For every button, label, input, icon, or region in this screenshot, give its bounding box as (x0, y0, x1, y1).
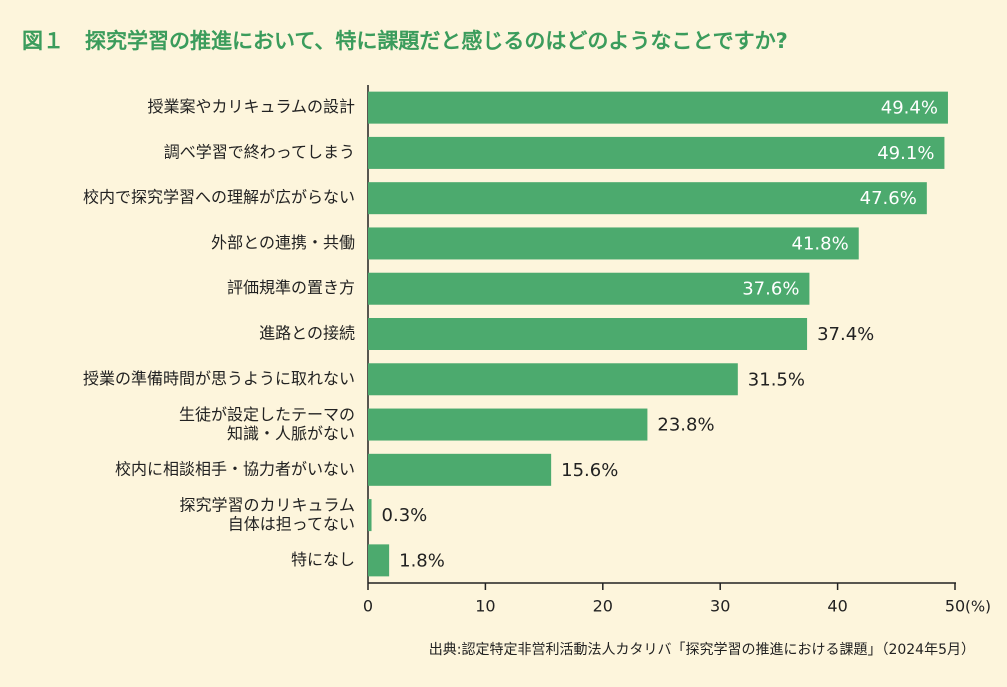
bar (368, 544, 390, 577)
chart-title: 図１ 探究学習の推進において、特に課題だと感じるのはどのようなことですか? (22, 29, 788, 53)
x-tick-label: 40 (827, 597, 847, 616)
y-tick-label: 授業案やカリキュラムの設計 (147, 97, 355, 116)
bar (368, 453, 552, 486)
bar (368, 272, 810, 305)
x-tick-label: 20 (593, 597, 613, 616)
value-label: 15.6% (561, 460, 618, 481)
y-tick-label: 特になし (291, 550, 355, 569)
bar (368, 136, 945, 169)
x-tick-label: 10 (475, 597, 495, 616)
value-label: 41.8% (792, 233, 849, 254)
y-tick-label: 進路との接続 (259, 324, 355, 343)
bar (368, 91, 948, 124)
bar (368, 363, 738, 396)
bar (368, 499, 372, 532)
x-tick-label: 50 (945, 597, 965, 616)
y-tick-label: 生徒が設定したテーマの知識・人脈がない (179, 404, 355, 442)
value-label: 37.6% (742, 279, 799, 300)
value-label: 49.1% (877, 143, 934, 164)
x-tick-label: 0 (363, 597, 373, 616)
y-tick-label: 探究学習のカリキュラム自体は担ってない (179, 495, 355, 533)
value-label: 49.4% (881, 98, 938, 119)
bar (368, 408, 648, 441)
value-label: 31.5% (748, 369, 805, 390)
bar (368, 318, 808, 350)
bar (368, 227, 859, 260)
value-label: 0.3% (382, 505, 428, 526)
x-unit: (%) (965, 598, 991, 616)
value-label: 37.4% (817, 324, 874, 345)
value-label: 1.8% (399, 550, 445, 571)
y-tick-label: 外部との連携・共働 (211, 233, 355, 252)
y-tick-label: 評価規準の置き方 (227, 278, 355, 297)
x-tick-label: 30 (710, 597, 730, 616)
value-label: 23.8% (657, 415, 714, 436)
y-tick-label: 校内に相談相手・協力者がいない (115, 459, 355, 478)
value-label: 47.6% (860, 188, 917, 209)
bar (368, 182, 927, 215)
y-tick-label: 調べ学習で終わってしまう (164, 142, 355, 161)
y-tick-label: 校内で探究学習への理解が広がらない (83, 188, 355, 207)
source: 出典:認定特定非営利活動法人カタリバ「探究学習の推進における課題」（2024年5… (429, 642, 975, 658)
y-tick-label: 授業の準備時間が思うように取れない (83, 369, 355, 388)
